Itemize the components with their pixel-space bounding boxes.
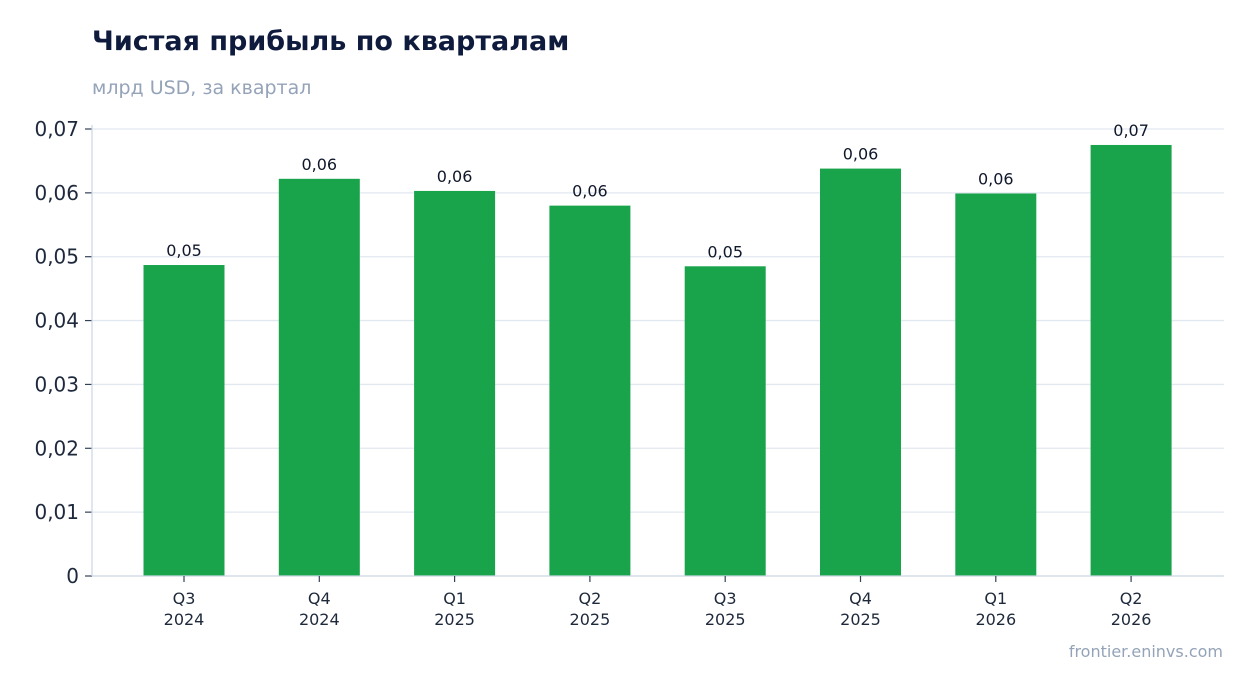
data-label: 0,06: [978, 169, 1014, 188]
data-label: 0,05: [166, 241, 202, 260]
x-tick-label-year: 2025: [570, 610, 611, 629]
x-tick-label-quarter: Q3: [714, 589, 737, 608]
data-label: 0,06: [572, 182, 608, 201]
bar: [820, 168, 901, 576]
x-tick-label-quarter: Q2: [579, 589, 602, 608]
x-tick-label-year: 2025: [705, 610, 746, 629]
y-tick-label: 0,06: [34, 181, 79, 205]
bar: [143, 265, 225, 576]
x-tick-label-quarter: Q4: [308, 589, 331, 608]
x-tick-label-quarter: Q1: [984, 589, 1007, 608]
data-label: 0,06: [301, 155, 337, 174]
y-tick-label: 0,03: [34, 372, 79, 396]
x-tick-label-year: 2026: [1111, 610, 1152, 629]
x-tick-label-quarter: Q4: [849, 589, 872, 608]
data-label: 0,07: [1113, 121, 1149, 140]
data-label: 0,06: [437, 167, 473, 186]
y-tick-label: 0,04: [34, 309, 79, 333]
bar: [955, 193, 1037, 576]
y-tick-label: 0: [66, 564, 79, 588]
bar: [414, 190, 496, 577]
bar: [278, 178, 360, 576]
axes: [85, 125, 1224, 582]
chart-subtitle: млрд USD, за квартал: [92, 77, 312, 99]
y-tick-label: 0,07: [34, 117, 79, 141]
x-tick-label-quarter: Q3: [173, 589, 196, 608]
x-tick-label-year: 2024: [299, 610, 340, 629]
y-tick-label: 0,01: [34, 500, 79, 524]
bar: [549, 205, 631, 576]
source-credit: frontier.eninvs.com: [1068, 642, 1223, 661]
x-tick-label-year: 2026: [975, 610, 1016, 629]
y-tick-label: 0,05: [34, 245, 79, 269]
bars: [143, 144, 1172, 577]
x-tick-label-year: 2025: [434, 610, 475, 629]
bar: [684, 266, 766, 576]
gridlines: [92, 128, 1224, 513]
data-label: 0,05: [707, 242, 743, 261]
y-tick-label: 0,02: [34, 436, 79, 460]
data-label: 0,06: [843, 145, 879, 164]
x-tick-label-year: 2024: [164, 610, 205, 629]
x-tick-label-year: 2025: [840, 610, 881, 629]
x-tick-label-quarter: Q2: [1120, 589, 1143, 608]
labels: 0 0,01 0,02 0,03 0,04 0,05 0,06 0,07 0,05 Q3 2024 0…: [34, 117, 1151, 629]
chart-title: Чистая прибыль по кварталам: [92, 26, 570, 57]
x-tick-label-quarter: Q1: [443, 589, 466, 608]
bar: [1090, 144, 1172, 576]
